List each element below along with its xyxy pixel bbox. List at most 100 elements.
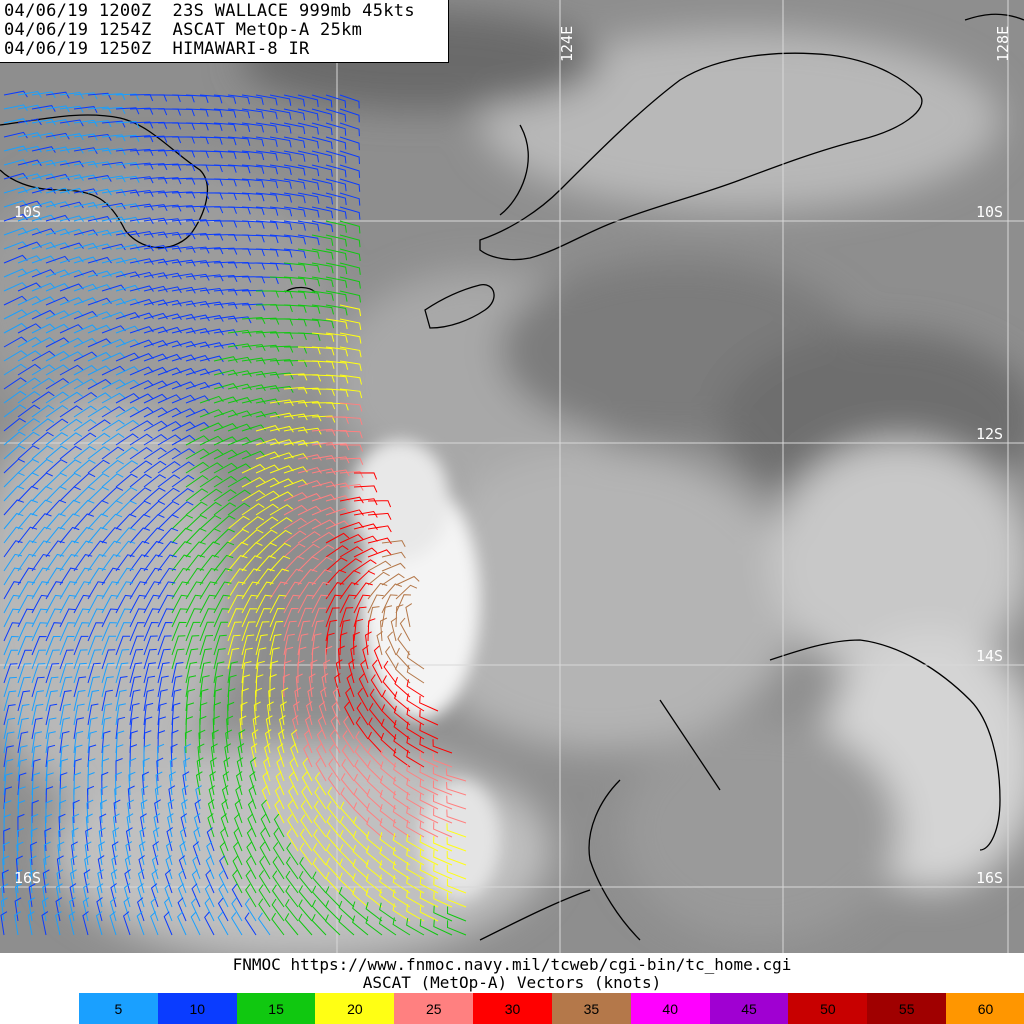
- wind-barb: [233, 841, 243, 866]
- wind-barb: [365, 916, 383, 936]
- wind-barb: [199, 301, 224, 309]
- wind-barb: [73, 581, 92, 600]
- info-header: 04/06/19 1200Z 23S WALLACE 999mb 45kts 0…: [0, 0, 449, 63]
- wind-barb: [143, 258, 168, 266]
- wind-barb: [17, 690, 31, 712]
- wind-barb: [339, 234, 361, 248]
- wind-barb: [59, 649, 74, 670]
- wind-barb: [446, 864, 467, 880]
- wind-barb: [59, 472, 82, 488]
- wind-barb: [255, 94, 278, 106]
- wind-barb: [96, 883, 104, 908]
- wind-barb: [311, 607, 327, 628]
- wind-barb: [233, 827, 243, 852]
- wind-barb: [246, 841, 257, 866]
- wind-barb: [73, 297, 98, 306]
- wind-barb: [433, 822, 453, 838]
- wind-barb: [224, 743, 232, 768]
- wind-barb: [364, 631, 372, 656]
- wind-barb: [394, 691, 411, 712]
- wind-barb: [157, 621, 173, 642]
- wind-barb: [241, 220, 265, 229]
- wind-barb: [316, 729, 327, 754]
- wind-barb: [17, 255, 42, 264]
- lon-label-128e: 128E: [994, 25, 1012, 62]
- wind-barb: [45, 526, 66, 544]
- wind-barb: [143, 204, 168, 212]
- wind-barb: [262, 771, 271, 796]
- wind-barb: [255, 555, 276, 572]
- wind-barb: [255, 358, 280, 366]
- wind-barb: [234, 813, 243, 838]
- wind-barb: [339, 582, 359, 600]
- wind-barb: [17, 241, 42, 250]
- wind-barb: [185, 702, 195, 726]
- wind-barb: [3, 772, 13, 796]
- wind-barb: [406, 665, 425, 684]
- wind-barb: [365, 845, 383, 866]
- wind-barb: [283, 479, 308, 488]
- wind-barb: [199, 661, 211, 684]
- wind-barb: [129, 581, 148, 600]
- legend-label: 35: [583, 1000, 600, 1017]
- wind-barb: [83, 869, 91, 894]
- wind-barb: [199, 260, 224, 268]
- wind-barb: [269, 478, 294, 488]
- wind-barb: [241, 503, 265, 516]
- wind-barb: [213, 688, 223, 712]
- wind-barb: [115, 162, 140, 170]
- wind-barb: [365, 873, 383, 894]
- wind-barb: [283, 594, 301, 614]
- wind-barb: [171, 259, 196, 267]
- wind-barb: [378, 916, 397, 936]
- wind-barb: [101, 338, 126, 348]
- wind-barb: [205, 869, 215, 894]
- wind-barb: [339, 108, 360, 123]
- wind-barb: [59, 432, 83, 446]
- wind-barb: [73, 160, 98, 168]
- wind-barb: [129, 622, 145, 642]
- wind-barb: [73, 540, 93, 558]
- wind-barb: [17, 363, 41, 376]
- wind-barb: [73, 486, 95, 502]
- wind-barb: [283, 439, 308, 447]
- wind-barb: [73, 283, 98, 292]
- wind-barb: [331, 701, 341, 726]
- wind-barb: [269, 359, 294, 367]
- wind-barb: [433, 905, 453, 922]
- wind-barb: [115, 500, 137, 516]
- wind-barb: [283, 108, 306, 121]
- wind-barb: [110, 883, 117, 908]
- wind-barb: [45, 703, 58, 726]
- wind-barb: [213, 674, 224, 698]
- wind-barb: [31, 309, 56, 320]
- wind-barb: [193, 827, 201, 852]
- wind-barb: [406, 693, 425, 712]
- wind-barb: [272, 856, 285, 880]
- wind-barb: [129, 162, 154, 170]
- wind-barb: [353, 559, 377, 572]
- wind-barb: [339, 332, 362, 344]
- wind-barb: [59, 758, 69, 782]
- wind-barb: [143, 716, 153, 740]
- wind-barb: [87, 216, 112, 223]
- legend-label: 45: [741, 1000, 757, 1017]
- wind-barb: [17, 649, 33, 670]
- wind-barb: [191, 883, 201, 908]
- wind-barb: [419, 779, 439, 796]
- wind-barb: [59, 703, 71, 726]
- wind-barb: [367, 582, 388, 600]
- wind-barb: [143, 608, 160, 628]
- wind-barb: [45, 296, 70, 306]
- wind-barb: [339, 570, 361, 586]
- wind-barb: [339, 290, 361, 303]
- wind-barb: [269, 491, 294, 502]
- wind-barb: [339, 607, 354, 628]
- wind-barb: [325, 843, 341, 866]
- wind-barb: [28, 897, 36, 922]
- wind-barb: [297, 620, 311, 642]
- wind-barb: [59, 581, 78, 600]
- wind-barb: [213, 436, 238, 446]
- wind-barb: [129, 487, 152, 502]
- wind-barb: [255, 411, 280, 419]
